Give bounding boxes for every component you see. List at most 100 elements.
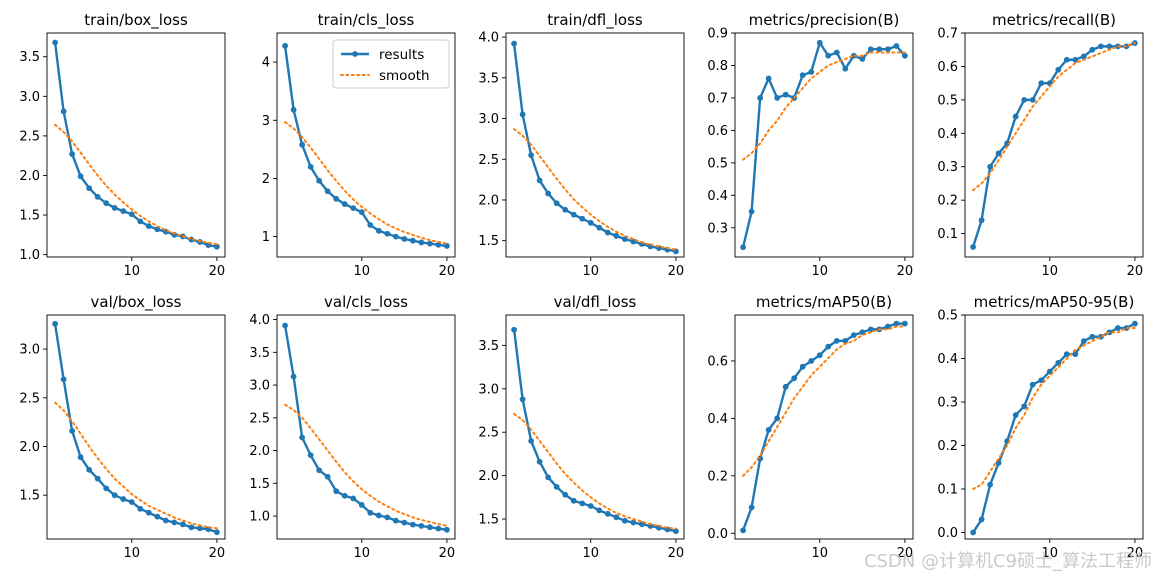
- results-point: [867, 46, 874, 53]
- results-point: [392, 517, 399, 524]
- results-point: [816, 39, 823, 46]
- results-point: [604, 510, 611, 517]
- results-point: [307, 163, 314, 170]
- y-tick-label: 0.6: [707, 124, 728, 139]
- x-tick-label: 10: [582, 264, 599, 279]
- x-tick-label: 10: [353, 546, 370, 561]
- results-point: [341, 492, 348, 499]
- results-point: [171, 519, 178, 526]
- y-tick-label: 1.0: [19, 248, 40, 263]
- results-point: [621, 236, 628, 242]
- subplot-title: train/dfl_loss: [547, 11, 643, 30]
- y-tick-label: 0.0: [707, 527, 728, 542]
- results-point: [987, 481, 994, 488]
- results-point: [765, 426, 772, 433]
- subplot-metrics-map50-b-: metrics/mAP50(B) 0.0 0.2 0.4 0.6 10 20: [707, 293, 914, 561]
- results-point: [765, 75, 772, 82]
- results-point: [876, 46, 883, 53]
- results-point: [553, 484, 560, 490]
- results-point: [111, 492, 118, 499]
- results-point: [350, 495, 357, 502]
- results-point: [282, 322, 288, 329]
- results-point: [409, 521, 416, 528]
- results-point: [375, 227, 382, 234]
- y-tick-label: 1.5: [478, 513, 499, 528]
- subplot-val-box-loss: val/box_loss 1.5 2.0 2.5 3.0 10 20: [19, 293, 226, 561]
- results-point: [179, 521, 186, 528]
- plot-frame: [276, 32, 456, 258]
- x-tick-label: 10: [1041, 264, 1058, 279]
- results-point: [196, 525, 203, 532]
- y-tick-label: 3.5: [19, 50, 40, 65]
- results-point: [52, 320, 58, 327]
- results-point: [145, 223, 152, 230]
- y-tick-label: 3.0: [19, 90, 40, 105]
- y-tick-label: 0.5: [937, 309, 958, 324]
- results-point: [316, 177, 323, 184]
- y-tick-label: 0.4: [707, 189, 728, 204]
- x-tick-label: 20: [209, 546, 226, 561]
- results-point: [111, 205, 118, 211]
- y-tick-label: 3.0: [19, 343, 40, 358]
- results-point: [120, 208, 127, 214]
- smooth-line: [742, 325, 906, 477]
- results-point: [444, 243, 450, 249]
- y-tick-label: 0.8: [707, 59, 728, 74]
- results-point: [341, 201, 348, 207]
- results-point: [579, 215, 586, 222]
- y-tick-label: 3.0: [249, 379, 270, 394]
- subplot-title: val/cls_loss: [324, 293, 408, 312]
- results-point: [630, 519, 637, 526]
- results-line: [53, 323, 218, 534]
- results-point: [367, 222, 374, 228]
- results-point: [748, 208, 755, 215]
- results-point: [833, 337, 840, 344]
- results-point: [299, 434, 306, 441]
- results-point: [324, 473, 331, 480]
- results-point: [358, 209, 365, 216]
- results-point: [418, 523, 425, 529]
- subplot-title: val/box_loss: [91, 293, 182, 312]
- results-point: [995, 150, 1002, 157]
- x-tick-label: 20: [668, 546, 685, 561]
- results-point: [1114, 325, 1121, 331]
- results-point: [978, 516, 985, 523]
- x-tick-label: 20: [439, 546, 456, 561]
- y-tick-label: 2.5: [478, 426, 499, 441]
- subplot-val-cls-loss: val/cls_loss 1.0 1.5 2.0 2.5 3.0 3.5 4.0 10 20: [249, 293, 456, 561]
- subplot-metrics-map50-95-b-: metrics/mAP50-95(B) 0.0 0.1 0.2 0.3 0.4 0.5 10 2…: [937, 293, 1144, 561]
- results-point: [1038, 80, 1045, 87]
- results-line: [972, 322, 1136, 534]
- results-point: [94, 475, 101, 482]
- y-tick-label: 1.5: [19, 489, 40, 504]
- y-tick-label: 1.5: [249, 477, 270, 492]
- x-tick-label: 10: [811, 546, 828, 561]
- results-point: [60, 376, 67, 383]
- results-point: [867, 326, 874, 333]
- results-point: [1012, 113, 1019, 120]
- results-point: [553, 200, 560, 207]
- x-tick-label: 10: [123, 264, 140, 279]
- results-point: [1021, 403, 1028, 410]
- results-point: [902, 320, 908, 327]
- results-point: [188, 524, 195, 531]
- results-point: [426, 524, 433, 531]
- results-point: [290, 373, 297, 380]
- results-point: [324, 188, 331, 195]
- results-point: [162, 517, 169, 524]
- results-point: [604, 229, 611, 236]
- results-point: [511, 40, 517, 47]
- results-point: [1106, 43, 1113, 50]
- x-tick-label: 20: [1127, 546, 1144, 561]
- smooth-line: [742, 51, 906, 161]
- y-tick-label: 2.5: [19, 129, 40, 144]
- results-point: [282, 42, 288, 49]
- results-point: [1055, 66, 1062, 73]
- results-point: [1004, 140, 1011, 147]
- y-tick-label: 3.5: [478, 71, 499, 86]
- results-point: [1063, 56, 1070, 63]
- results-point: [782, 91, 789, 98]
- results-point: [1080, 338, 1087, 344]
- y-tick-label: 1.0: [249, 510, 270, 525]
